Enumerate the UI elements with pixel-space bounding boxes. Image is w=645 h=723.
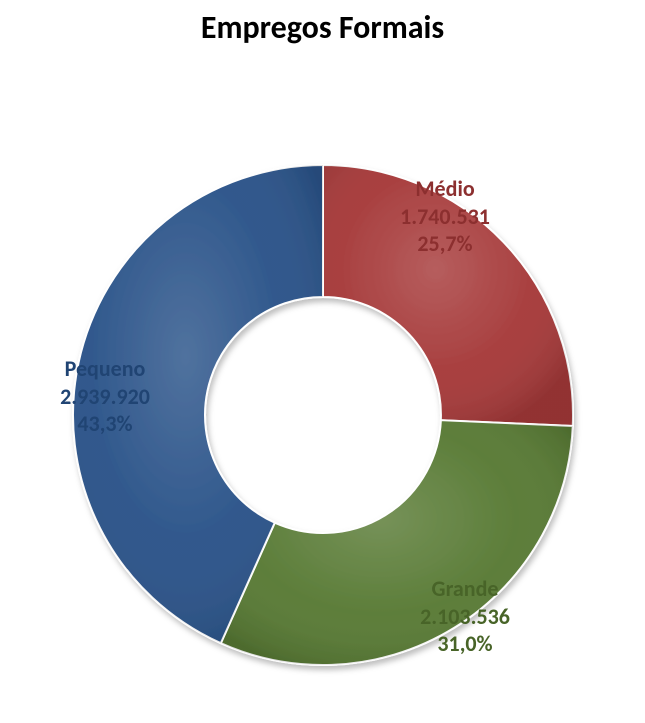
slice-value: 1.740.531 [400,203,490,231]
slice-grande [220,420,572,665]
slice-name: Pequeno [60,355,150,383]
slice-value: 2.939.920 [60,383,150,411]
slice-name: Grande [420,575,510,603]
slice-label-grande: Grande 2.103.536 31,0% [420,575,510,658]
slice-label-pequeno: Pequeno 2.939.920 43,3% [60,355,150,438]
slice-percent: 43,3% [60,410,150,438]
slice-value: 2.103.536 [420,603,510,631]
slice-name: Médio [400,175,490,203]
chart-container: Empregos Formais Médio 1.740.531 25,7% G… [0,0,645,723]
slice-percent: 31,0% [420,630,510,658]
slice-label-medio: Médio 1.740.531 25,7% [400,175,490,258]
slice-percent: 25,7% [400,230,490,258]
chart-title: Empregos Formais [0,8,645,47]
